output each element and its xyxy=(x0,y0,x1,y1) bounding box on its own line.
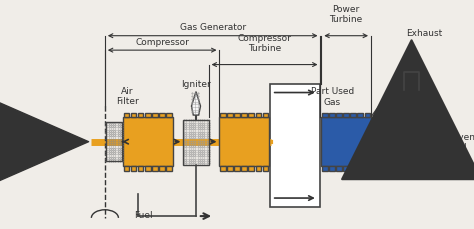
Bar xyxy=(336,167,342,171)
Bar xyxy=(183,120,209,165)
Bar xyxy=(152,167,158,171)
Bar xyxy=(152,113,158,117)
Bar xyxy=(227,113,233,117)
Bar xyxy=(220,113,226,117)
Bar xyxy=(322,113,328,117)
Text: Power
Turbine: Power Turbine xyxy=(329,5,363,24)
Bar xyxy=(124,113,129,117)
Bar xyxy=(166,167,172,171)
Bar xyxy=(343,113,349,117)
Bar xyxy=(329,167,335,171)
Text: Exhaust: Exhaust xyxy=(406,28,442,37)
Bar xyxy=(159,167,165,171)
Bar xyxy=(321,117,371,167)
Bar xyxy=(138,167,144,171)
Bar xyxy=(124,167,129,171)
Bar xyxy=(159,113,165,117)
Polygon shape xyxy=(191,92,201,116)
Bar xyxy=(220,167,226,171)
Bar xyxy=(357,113,363,117)
Bar xyxy=(248,113,254,117)
Bar xyxy=(336,113,342,117)
Bar xyxy=(365,113,370,117)
Bar xyxy=(365,167,370,171)
Bar xyxy=(263,113,268,117)
Bar xyxy=(357,167,363,171)
Bar xyxy=(234,113,240,117)
Bar xyxy=(255,113,261,117)
Bar xyxy=(350,113,356,117)
Bar xyxy=(138,113,144,117)
Bar xyxy=(166,113,172,117)
Bar xyxy=(123,117,173,167)
Bar xyxy=(255,167,261,171)
Bar xyxy=(350,167,356,171)
Bar xyxy=(241,113,247,117)
Bar xyxy=(329,113,335,117)
Text: Driven
Load: Driven Load xyxy=(445,132,474,152)
Bar xyxy=(234,167,240,171)
Bar xyxy=(343,167,349,171)
Bar xyxy=(241,167,247,171)
Text: Air
Intake: Air Intake xyxy=(32,132,60,152)
Text: Fuel: Fuel xyxy=(134,210,153,219)
Bar xyxy=(270,84,319,207)
Bar xyxy=(248,167,254,171)
Bar xyxy=(131,113,137,117)
Text: Compressor
Turbine: Compressor Turbine xyxy=(237,33,292,53)
Text: Compressor: Compressor xyxy=(135,38,189,46)
Text: Air
Filter: Air Filter xyxy=(116,86,139,106)
Bar xyxy=(145,167,151,171)
Bar xyxy=(219,117,269,167)
Bar xyxy=(145,113,151,117)
Text: Part Used
Gas: Part Used Gas xyxy=(310,87,354,106)
Bar xyxy=(227,167,233,171)
Bar xyxy=(131,167,137,171)
Bar xyxy=(322,167,328,171)
Text: Gas Generator: Gas Generator xyxy=(180,23,246,32)
Text: Igniter: Igniter xyxy=(181,80,211,89)
Bar xyxy=(263,167,268,171)
Bar xyxy=(106,123,122,161)
